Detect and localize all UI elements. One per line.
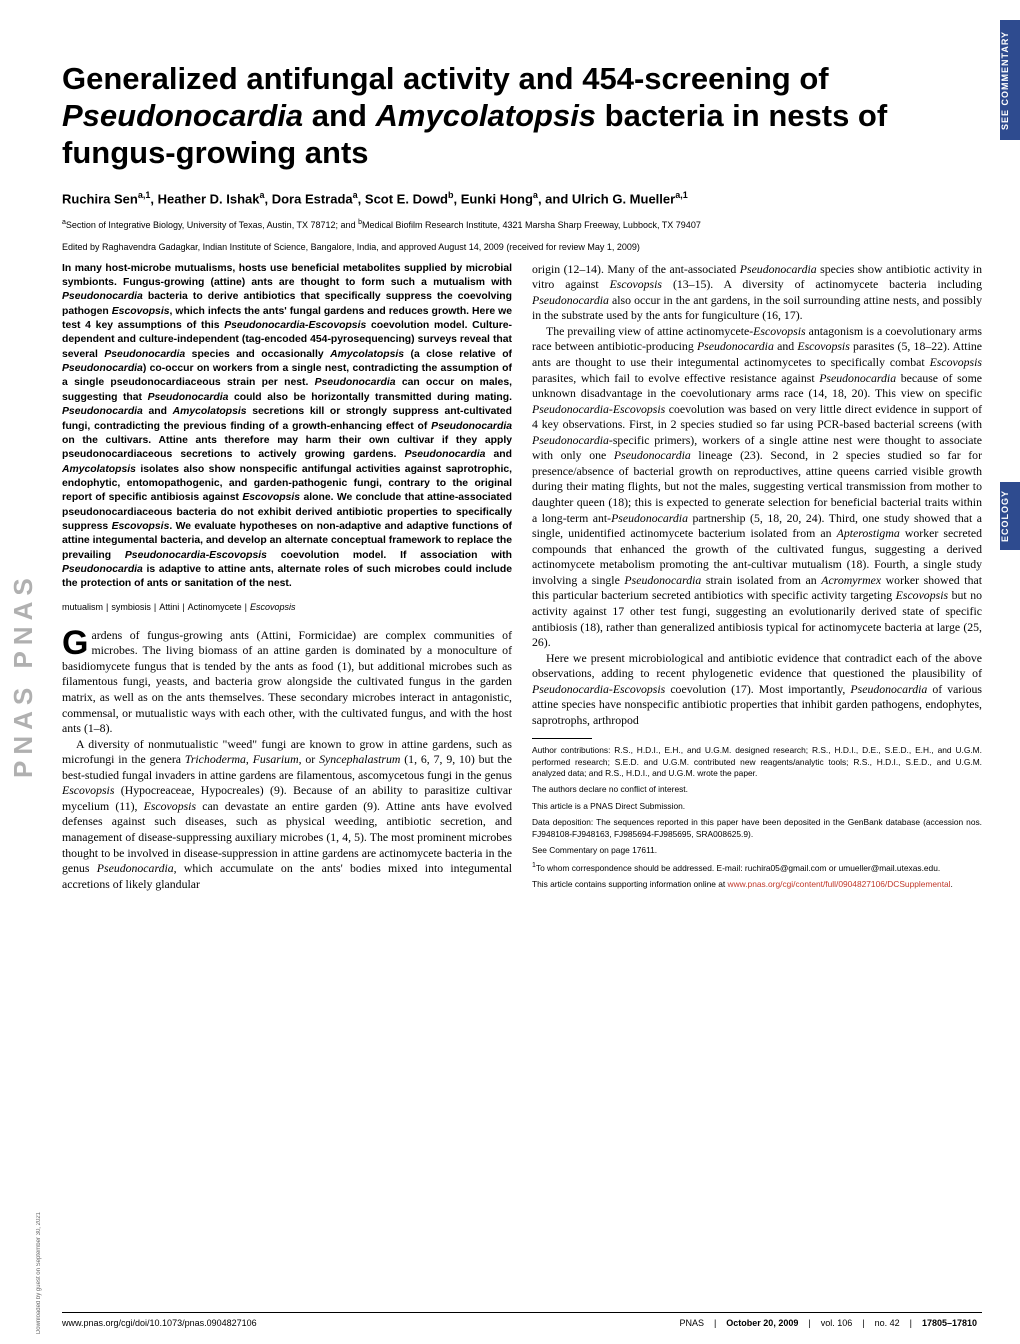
body-para-r2: The prevailing view of attine actinomyce…	[532, 324, 982, 651]
kw-sep: |	[182, 602, 184, 612]
authors: Ruchira Sena,1, Heather D. Ishaka, Dora …	[62, 190, 982, 206]
body-columns: In many host-microbe mutualisms, hosts u…	[62, 262, 982, 896]
footer-doi: www.pnas.org/cgi/doi/10.1073/pnas.090482…	[62, 1318, 257, 1328]
author-notes-rule	[532, 738, 592, 739]
title-part-2-italic: Pseudonocardia	[62, 98, 303, 133]
kw-sep: |	[154, 602, 156, 612]
abstract: In many host-microbe mutualisms, hosts u…	[62, 262, 512, 592]
keywords: mutualism|symbiosis|Attini|Actinomycete|…	[62, 602, 512, 614]
ecology-tab: ECOLOGY	[1000, 482, 1020, 550]
note-si: This article contains supporting informa…	[532, 879, 982, 890]
note-si-post: .	[951, 879, 953, 889]
note-contributions: Author contributions: R.S., H.D.I., E.H.…	[532, 745, 982, 779]
affiliations: aSection of Integrative Biology, Univers…	[62, 218, 982, 232]
see-commentary-tab: SEE COMMENTARY	[1000, 20, 1020, 140]
footer-vol: vol. 106	[821, 1318, 853, 1328]
footer-date: October 20, 2009	[726, 1318, 798, 1328]
footer-journal: PNAS	[679, 1318, 704, 1328]
kw-4: Actinomycete	[188, 602, 242, 612]
title-part-3: and	[303, 98, 375, 133]
note-commentary: See Commentary on page 17611.	[532, 845, 982, 856]
kw-2: symbiosis	[111, 602, 151, 612]
body-para-1: Gardens of fungus-growing ants (Attini, …	[62, 628, 512, 737]
note-coi: The authors declare no conflict of inter…	[532, 784, 982, 795]
note-si-pre: This article contains supporting informa…	[532, 879, 728, 889]
kw-3: Attini	[159, 602, 179, 612]
footer-no: no. 42	[875, 1318, 900, 1328]
edited-by: Edited by Raghavendra Gadagkar, Indian I…	[62, 242, 982, 252]
note-si-link[interactable]: www.pnas.org/cgi/content/full/0904827106…	[728, 879, 951, 889]
body-para-2: A diversity of nonmutualistic "weed" fun…	[62, 737, 512, 893]
note-direct-submission: This article is a PNAS Direct Submission…	[532, 801, 982, 812]
kw-1: mutualism	[62, 602, 103, 612]
body-para-r3: Here we present microbiological and anti…	[532, 651, 982, 729]
author-notes: Author contributions: R.S., H.D.I., E.H.…	[532, 745, 982, 890]
kw-sep: |	[106, 602, 108, 612]
column-left: In many host-microbe mutualisms, hosts u…	[62, 262, 512, 896]
body-para-r1: origin (12–14). Many of the ant-associat…	[532, 262, 982, 324]
kw-sep: |	[245, 602, 247, 612]
page-footer: www.pnas.org/cgi/doi/10.1073/pnas.090482…	[62, 1312, 982, 1328]
title-part-4-italic: Amycolatopsis	[376, 98, 597, 133]
download-note: Downloaded by guest on September 30, 202…	[36, 1212, 42, 1334]
footer-citation: PNAS|October 20, 2009|vol. 106|no. 42|17…	[674, 1318, 982, 1328]
pnas-brand-sidebar: PNAS PNAS	[8, 100, 38, 1250]
article-page: Generalized antifungal activity and 454-…	[62, 60, 982, 896]
note-correspondence: 1To whom correspondence should be addres…	[532, 861, 982, 874]
note-data-deposition: Data deposition: The sequences reported …	[532, 817, 982, 840]
title-part-1: Generalized antifungal activity and 454-…	[62, 61, 829, 96]
article-title: Generalized antifungal activity and 454-…	[62, 60, 982, 172]
kw-5: Escovopsis	[250, 602, 296, 612]
footer-pages: 17805–17810	[922, 1318, 977, 1328]
column-right: origin (12–14). Many of the ant-associat…	[532, 262, 982, 896]
